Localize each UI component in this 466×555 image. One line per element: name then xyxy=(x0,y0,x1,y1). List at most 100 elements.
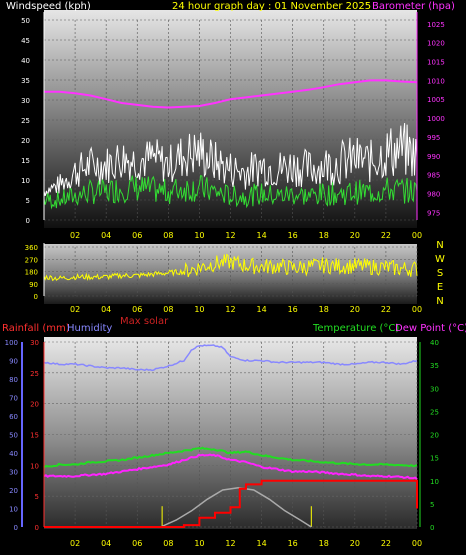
temperature-tick-label: 10 xyxy=(430,478,439,486)
direction-x-tick-label: 08 xyxy=(163,305,173,314)
windspeed-tick-label: 25 xyxy=(21,117,30,125)
wind-x-tick-label: 04 xyxy=(101,231,111,240)
rain-temp-panel-bg xyxy=(44,337,417,529)
direction-tick-label: 180 xyxy=(25,269,38,277)
barometer-tick-label: 1020 xyxy=(427,40,445,48)
wind-x-tick-label: 02 xyxy=(70,231,80,240)
windspeed-tick-label: 30 xyxy=(21,97,30,105)
rain-tick-label: 25 xyxy=(30,370,39,378)
direction-tick-label: 0 xyxy=(34,293,38,301)
rain-x-tick-label: 14 xyxy=(256,539,266,548)
rain-x-tick-label: 00 xyxy=(412,539,422,548)
barometer-tick-label: 995 xyxy=(427,134,440,142)
temperature-tick-label: 40 xyxy=(430,339,439,347)
rain-tick-label: 5 xyxy=(35,493,39,501)
rain-tick-label: 0 xyxy=(35,524,39,532)
windspeed-tick-label: 50 xyxy=(21,17,30,25)
dew-point-line xyxy=(43,453,418,480)
rain-x-tick-label: 04 xyxy=(101,539,111,548)
windspeed-tick-label: 0 xyxy=(26,217,30,225)
rainfall-label: Rainfall (mm) xyxy=(2,323,70,334)
rain-tick-label: 15 xyxy=(30,432,39,440)
compass-label: S xyxy=(437,268,443,279)
rain-x-tick-label: 02 xyxy=(70,539,80,548)
direction-x-tick-label: 12 xyxy=(225,305,235,314)
temperature-tick-label: 25 xyxy=(430,408,439,416)
max-solar-label: Max solar xyxy=(120,316,169,327)
humidity-tick-label: 10 xyxy=(9,506,18,514)
humidity-tick-label: 0 xyxy=(14,524,18,532)
windspeed-tick-label: 15 xyxy=(21,157,30,165)
temperature-tick-label: 0 xyxy=(430,524,434,532)
wind-average-line xyxy=(43,174,418,210)
rain-tick-label: 30 xyxy=(30,339,39,347)
temperature-tick-label: 15 xyxy=(430,455,439,463)
rain-x-tick-label: 06 xyxy=(132,539,142,548)
max-solar-line xyxy=(160,486,312,528)
rain-x-tick-label: 08 xyxy=(163,539,173,548)
humidity-tick-label: 30 xyxy=(9,469,18,477)
rain-tick-label: 20 xyxy=(30,401,39,409)
direction-panel-bg xyxy=(44,244,417,304)
humidity-label: Humidity xyxy=(67,323,112,334)
rain-tick-label: 10 xyxy=(30,462,39,470)
dew-point-label: Dew Point (°C) xyxy=(395,323,466,334)
humidity-tick-label: 70 xyxy=(9,395,18,403)
compass-label: N xyxy=(436,296,443,307)
windspeed-tick-label: 40 xyxy=(21,57,30,65)
humidity-tick-label: 100 xyxy=(5,339,18,347)
wind-x-tick-label: 08 xyxy=(163,231,173,240)
rain-x-tick-label: 10 xyxy=(194,539,204,548)
compass-label: E xyxy=(437,282,443,293)
wind-x-tick-label: 00 xyxy=(412,231,422,240)
temperature-tick-label: 30 xyxy=(430,385,439,393)
temperature-line xyxy=(43,446,418,469)
wind-x-tick-label: 20 xyxy=(350,231,360,240)
windspeed-tick-label: 5 xyxy=(26,197,30,205)
temperature-label: Temperature (°C) xyxy=(312,323,399,334)
barometer-tick-label: 1005 xyxy=(427,96,445,104)
humidity-line xyxy=(43,344,418,372)
barometer-tick-label: 1010 xyxy=(427,77,445,85)
wind-direction-line xyxy=(43,253,418,282)
direction-x-tick-label: 10 xyxy=(194,305,204,314)
barometer-tick-label: 975 xyxy=(427,209,440,217)
direction-x-tick-label: 04 xyxy=(101,305,111,314)
wind-x-tick-label: 14 xyxy=(256,231,266,240)
compass-label: N xyxy=(436,240,443,251)
windspeed-tick-label: 45 xyxy=(21,37,30,45)
rain-x-tick-label: 16 xyxy=(288,539,298,548)
wind-x-tick-label: 18 xyxy=(319,231,329,240)
windspeed-tick-label: 20 xyxy=(21,137,30,145)
barometer-tick-label: 980 xyxy=(427,191,440,199)
wind-x-tick-label: 16 xyxy=(288,231,298,240)
temperature-tick-label: 5 xyxy=(430,501,434,509)
direction-x-tick-label: 16 xyxy=(288,305,298,314)
barometer-tick-label: 1025 xyxy=(427,21,445,29)
barometer-tick-label: 985 xyxy=(427,172,440,180)
windspeed-tick-label: 10 xyxy=(21,177,30,185)
wind-x-tick-label: 22 xyxy=(381,231,391,240)
direction-x-tick-label: 00 xyxy=(412,305,422,314)
barometer-line xyxy=(44,79,418,109)
direction-tick-label: 270 xyxy=(25,256,38,264)
graph-title: 24 hour graph day : 01 November 2025 xyxy=(172,1,371,12)
barometer-tick-label: 1000 xyxy=(427,115,445,123)
rainfall-line xyxy=(44,479,418,528)
direction-x-tick-label: 06 xyxy=(132,305,142,314)
barometer-tick-label: 990 xyxy=(427,153,440,161)
wind-x-tick-label: 06 xyxy=(132,231,142,240)
temperature-tick-label: 35 xyxy=(430,362,439,370)
wind-x-tick-label: 12 xyxy=(225,231,235,240)
humidity-tick-label: 80 xyxy=(9,376,18,384)
direction-x-tick-label: 14 xyxy=(256,305,266,314)
windspeed-axis-label: Windspeed (kph) xyxy=(6,1,91,12)
humidity-tick-label: 20 xyxy=(9,487,18,495)
compass-label: W xyxy=(435,254,445,265)
barometer-axis-label: Barometer (hpa) xyxy=(372,1,455,12)
direction-x-tick-label: 22 xyxy=(381,305,391,314)
humidity-tick-label: 50 xyxy=(9,432,18,440)
wind-x-tick-label: 10 xyxy=(194,231,204,240)
rain-x-tick-label: 18 xyxy=(319,539,329,548)
direction-tick-label: 360 xyxy=(25,244,38,252)
